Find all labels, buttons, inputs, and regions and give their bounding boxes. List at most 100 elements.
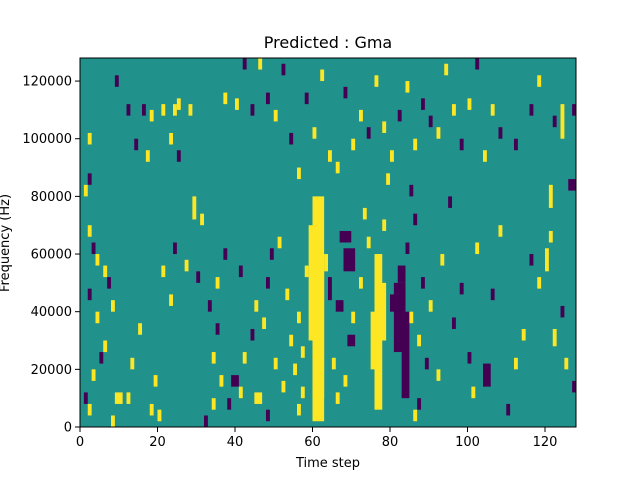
- heatmap-cell: [91, 369, 96, 381]
- heatmap-cell: [281, 380, 286, 393]
- heatmap-cell: [366, 127, 371, 139]
- heatmap-cell: [300, 386, 305, 399]
- heatmap-cell: [428, 115, 433, 128]
- heatmap-cell: [176, 150, 181, 162]
- heatmap-cell: [250, 104, 255, 116]
- heatmap-cell: [328, 150, 332, 162]
- heatmap-cell: [126, 104, 131, 116]
- heatmap-cell: [215, 323, 220, 335]
- heatmap-cell: [273, 109, 278, 122]
- x-axis: 0 20 40 60 80 100 120: [76, 427, 557, 450]
- heatmap-cell: [390, 150, 394, 162]
- heatmap-cell: [475, 242, 480, 255]
- heatmap-cell: [176, 98, 181, 110]
- heatmap-cell: [572, 380, 577, 393]
- heatmap-cell: [266, 92, 270, 105]
- heatmap-cell: [347, 334, 356, 347]
- heatmap-cell: [339, 230, 352, 243]
- heatmap-cell: [560, 104, 565, 139]
- y-tick-label: 120000: [22, 75, 72, 90]
- heatmap-cell: [331, 357, 336, 370]
- heatmap-cell: [421, 277, 425, 289]
- heatmap-cell: [409, 311, 414, 324]
- heatmap-cell: [254, 300, 259, 312]
- heatmap-cell: [204, 415, 208, 427]
- x-tick-label: 20: [149, 435, 166, 450]
- heatmap-cell: [316, 254, 325, 399]
- heatmap-cell: [328, 277, 332, 301]
- heatmap-cell: [289, 334, 294, 347]
- heatmap-cell: [359, 109, 363, 122]
- heatmap-cell: [452, 104, 456, 116]
- heatmap-cell: [366, 236, 371, 249]
- heatmap-cell: [304, 265, 309, 278]
- heatmap-cell: [343, 375, 348, 387]
- heatmap-cell: [91, 242, 96, 255]
- heatmap-cell: [386, 173, 391, 185]
- heatmap-cell: [382, 121, 387, 133]
- heatmap-cell: [87, 132, 92, 145]
- heatmap-cell: [169, 294, 174, 306]
- heatmap-cell: [107, 277, 112, 289]
- x-tick-label: 0: [76, 435, 84, 450]
- heatmap-cell: [145, 150, 150, 162]
- heatmap-cell: [173, 104, 177, 116]
- heatmap-cell: [351, 138, 356, 151]
- plot-background: [80, 58, 576, 427]
- heatmap-cell: [223, 92, 228, 105]
- heatmap-cell: [514, 138, 518, 151]
- heatmap-cell: [308, 225, 317, 341]
- heatmap-cell: [149, 403, 154, 416]
- heatmap-cell: [266, 277, 270, 289]
- heatmap-cell: [428, 300, 433, 312]
- heatmap-cell: [95, 311, 100, 324]
- heatmap-cell: [87, 173, 92, 185]
- heatmap-cell: [537, 75, 542, 87]
- heatmap-cell: [142, 104, 146, 116]
- heatmap-cell: [297, 311, 301, 324]
- heatmap-cell: [223, 248, 228, 260]
- heatmap-cell: [560, 305, 565, 318]
- y-tick-label: 20000: [31, 363, 72, 378]
- heatmap-cell: [448, 196, 453, 208]
- heatmap-cell: [459, 282, 464, 295]
- heatmap-cell: [572, 104, 577, 116]
- heatmap-cell: [552, 115, 557, 128]
- heatmap-cell: [483, 363, 491, 387]
- heatmap-cell: [83, 392, 88, 404]
- heatmap-cell: [521, 328, 526, 341]
- heatmap-cell: [207, 300, 212, 312]
- heatmap-cell: [95, 254, 100, 266]
- heatmap-cell: [483, 150, 487, 162]
- heatmap-cell: [87, 403, 92, 416]
- heatmap-cell: [405, 81, 410, 93]
- heatmap-cell: [169, 132, 174, 145]
- heatmap-cell: [378, 282, 387, 341]
- heatmap-cell: [467, 98, 472, 110]
- heatmap-cell: [490, 288, 495, 301]
- heatmap-cell: [351, 311, 356, 324]
- y-tick-label: 80000: [31, 190, 72, 205]
- heatmap-cell: [200, 213, 205, 226]
- heatmap-cell: [114, 392, 123, 404]
- heatmap-cell: [254, 392, 263, 404]
- heatmap-cell: [548, 184, 553, 208]
- heatmap-cell: [421, 98, 425, 110]
- heatmap-cell: [227, 398, 232, 410]
- heatmap-cell: [514, 357, 518, 370]
- heatmap-cell: [537, 277, 542, 289]
- heatmap-cell: [269, 248, 274, 260]
- heatmap-cell: [320, 69, 325, 82]
- heatmap-cell: [262, 317, 267, 329]
- heatmap-cell: [235, 98, 239, 110]
- heatmap-cell: [529, 104, 534, 116]
- heatmap-cell: [424, 357, 429, 370]
- heatmap-cell: [99, 352, 104, 364]
- heatmap-cell: [111, 300, 115, 312]
- x-axis-label: Time step: [295, 456, 360, 471]
- heatmap-cell: [219, 375, 224, 387]
- heatmap-cell: [211, 352, 216, 364]
- heatmap-cell: [231, 375, 239, 387]
- heatmap-cell: [126, 392, 131, 404]
